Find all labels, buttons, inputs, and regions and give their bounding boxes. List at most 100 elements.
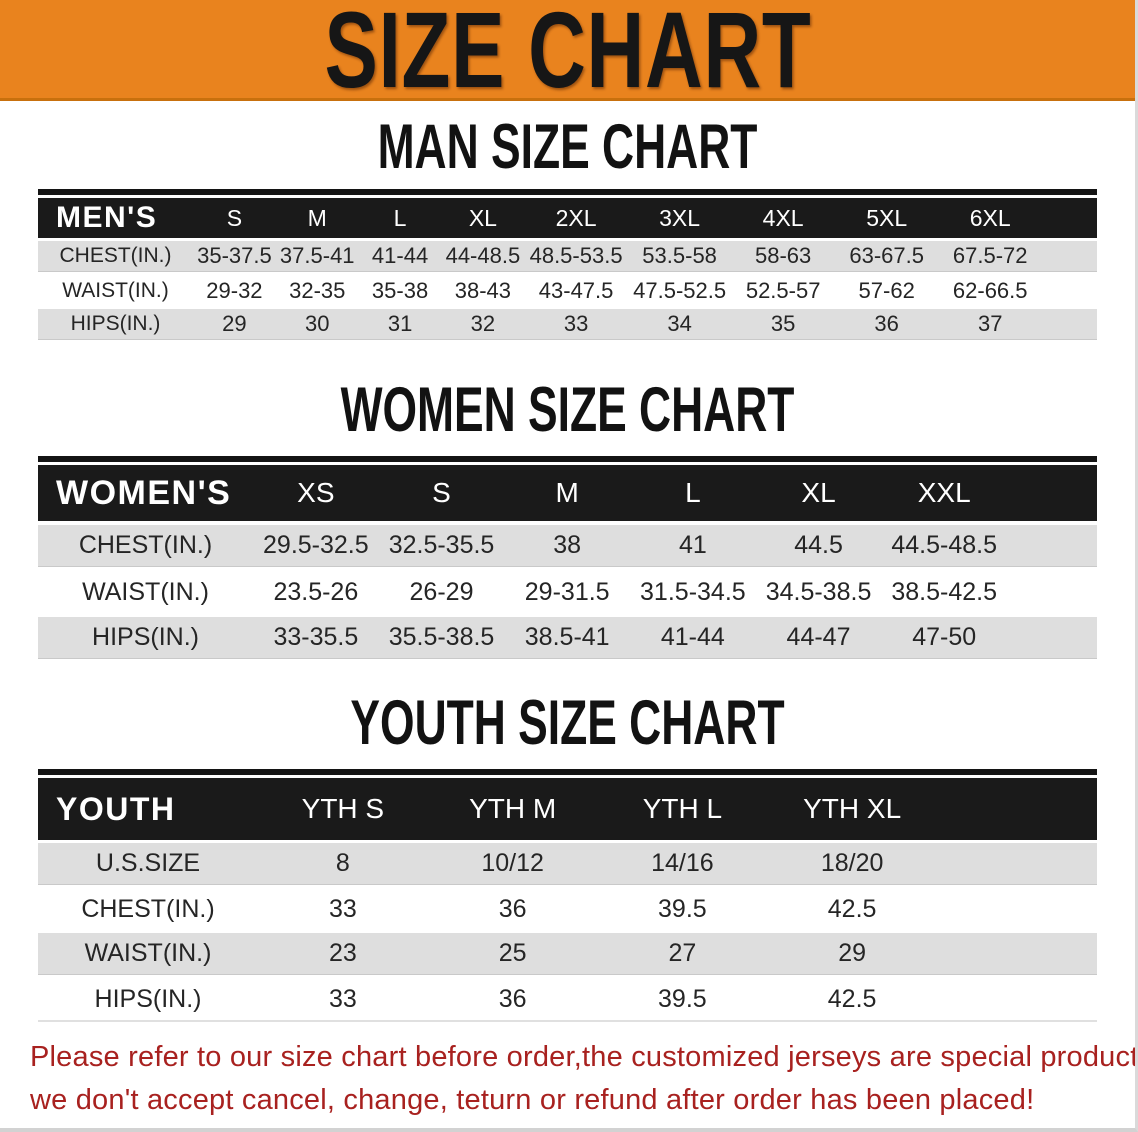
table-corner-label: WOMEN'S bbox=[56, 473, 232, 512]
table-cell: 63-67.5 bbox=[849, 243, 924, 268]
table-cell: 10/12 bbox=[481, 849, 544, 877]
table-row: HIPS(IN.) 29 30 31 32 33 34 35 36 37 bbox=[38, 309, 1097, 340]
table-cell: 52.5-57 bbox=[745, 277, 821, 303]
table-cell: 29.5-32.5 bbox=[263, 531, 369, 559]
table-row: WAIST(IN.) 29-32 32-35 35-38 38-43 43-47.5 47.… bbox=[38, 275, 1097, 306]
men-size-section: MAN SIZE CHART MEN'S S M L XL 2XL 3XL 4XL 5XL 6XL… bbox=[0, 111, 1135, 340]
table-cell: 62-66.5 bbox=[952, 277, 1028, 303]
column-header: S bbox=[226, 204, 243, 231]
women-size-table: WOMEN'S XS S M L XL XXL CHEST(IN.) 29.5-32.5 32.5… bbox=[38, 456, 1097, 659]
table-cell: 34.5-38.5 bbox=[765, 577, 872, 606]
row-label: HIPS(IN.) bbox=[70, 312, 161, 335]
row-label: WAIST(IN.) bbox=[62, 278, 169, 302]
disclaimer-line-1: Please refer to our size chart before or… bbox=[30, 1041, 1138, 1073]
column-header: XXL bbox=[917, 477, 971, 508]
table-cell: 44-47 bbox=[786, 623, 851, 651]
table-cell: 44.5 bbox=[794, 531, 843, 559]
table-cell: 14/16 bbox=[651, 849, 714, 877]
table-cell: 41-44 bbox=[371, 243, 429, 268]
table-cell: 47-50 bbox=[912, 623, 977, 651]
table-cell: 32.5-35.5 bbox=[388, 531, 495, 559]
banner: SIZE CHART bbox=[0, 0, 1135, 110]
table-row: HIPS(IN.) 33-35.5 35.5-38.5 38.5-41 41-44 44-… bbox=[38, 617, 1097, 659]
table-cell: 29 bbox=[222, 311, 247, 336]
column-header: 5XL bbox=[866, 204, 908, 231]
men-section-title: MAN SIZE CHART bbox=[377, 111, 758, 182]
column-header: YTH L bbox=[642, 793, 723, 824]
table-row: CHEST(IN.) 33 36 39.5 42.5 bbox=[38, 888, 1097, 930]
table-cell: 41 bbox=[678, 531, 707, 559]
women-section-title: WOMEN SIZE CHART bbox=[340, 374, 795, 445]
table-cell: 36 bbox=[874, 311, 899, 336]
table-cell: 33-35.5 bbox=[273, 623, 359, 651]
table-cell: 34 bbox=[667, 311, 692, 336]
column-header: S bbox=[432, 477, 451, 508]
table-cell: 38-43 bbox=[454, 277, 512, 303]
table-cell: 42.5 bbox=[827, 894, 877, 923]
table-cell: 48.5-53.5 bbox=[529, 243, 623, 268]
table-cell: 35.5-38.5 bbox=[388, 623, 495, 651]
table-header-row: MEN'S S M L XL 2XL 3XL 4XL 5XL 6XL bbox=[38, 198, 1097, 238]
table-cell: 27 bbox=[668, 939, 697, 967]
table-cell: 44.5-48.5 bbox=[891, 531, 998, 559]
youth-size-table: YOUTH YTH S YTH M YTH L YTH XL U.S.SIZE 8 10/12… bbox=[38, 769, 1097, 1022]
table-cell: 29 bbox=[838, 939, 867, 967]
table-row: CHEST(IN.) 35-37.5 37.5-41 41-44 44-48.5 48.5… bbox=[38, 241, 1097, 272]
column-header: M bbox=[307, 204, 327, 231]
table-cell: 23 bbox=[328, 939, 357, 967]
table-cell: 42.5 bbox=[827, 984, 877, 1013]
table-cell: 57-62 bbox=[858, 277, 915, 303]
table-row: WAIST(IN.) 23 25 27 29 bbox=[38, 933, 1097, 975]
row-label: WAIST(IN.) bbox=[82, 577, 209, 606]
page-title: SIZE CHART bbox=[324, 0, 811, 110]
women-size-section: WOMEN SIZE CHART WOMEN'S XS S M L XL XXL CHEST(… bbox=[0, 374, 1135, 659]
table-cell: 39.5 bbox=[658, 894, 707, 923]
column-header: YTH XL bbox=[803, 793, 902, 824]
column-header: L bbox=[685, 477, 701, 508]
table-cell: 37 bbox=[977, 311, 1003, 336]
row-label: HIPS(IN.) bbox=[94, 984, 202, 1013]
row-label: CHEST(IN.) bbox=[78, 531, 213, 559]
table-cell: 67.5-72 bbox=[952, 243, 1028, 268]
youth-section-title: YOUTH SIZE CHART bbox=[350, 687, 785, 758]
table-cell: 47.5-52.5 bbox=[633, 277, 727, 303]
column-header: XL bbox=[468, 204, 497, 231]
row-label: HIPS(IN.) bbox=[92, 623, 199, 651]
table-row: HIPS(IN.) 33 36 39.5 42.5 bbox=[38, 978, 1097, 1020]
table-row: CHEST(IN.) 29.5-32.5 32.5-35.5 38 41 44.5 44.5… bbox=[38, 525, 1097, 567]
youth-size-section: YOUTH SIZE CHART YOUTH YTH S YTH M YTH L YTH… bbox=[0, 687, 1135, 1022]
table-cell: 33 bbox=[328, 984, 357, 1013]
column-header: M bbox=[555, 477, 579, 508]
column-header: YTH S bbox=[301, 793, 385, 824]
column-header: XS bbox=[297, 477, 335, 508]
men-size-table: MEN'S S M L XL 2XL 3XL 4XL 5XL 6XL CHEST(IN.) 35-37… bbox=[38, 189, 1097, 340]
column-header: YTH M bbox=[469, 793, 557, 824]
table-cell: 44-48.5 bbox=[445, 243, 521, 268]
table-cell: 31.5-34.5 bbox=[640, 577, 746, 606]
row-label: WAIST(IN.) bbox=[84, 939, 212, 967]
table-row: WAIST(IN.) 23.5-26 26-29 29-31.5 31.5-34.5 34… bbox=[38, 571, 1097, 613]
table-cell: 35-37.5 bbox=[197, 243, 272, 268]
table-cell: 32-35 bbox=[289, 277, 346, 303]
table-cell: 29-31.5 bbox=[524, 577, 610, 606]
table-cell: 33 bbox=[563, 311, 589, 336]
table-cell: 33 bbox=[328, 894, 357, 923]
table-cell: 41-44 bbox=[660, 623, 725, 651]
table-cell: 30 bbox=[305, 311, 330, 336]
table-header-row: WOMEN'S XS S M L XL XXL bbox=[38, 465, 1097, 521]
row-label: CHEST(IN.) bbox=[59, 244, 172, 267]
table-cell: 39.5 bbox=[658, 984, 707, 1013]
table-cell: 23.5-26 bbox=[273, 577, 359, 606]
table-header-row: YOUTH YTH S YTH M YTH L YTH XL bbox=[38, 778, 1097, 840]
column-header: 6XL bbox=[969, 204, 1011, 231]
table-cell: 26-29 bbox=[409, 577, 474, 606]
table-row: U.S.SIZE 8 10/12 14/16 18/20 bbox=[38, 843, 1097, 885]
table-cell: 53.5-58 bbox=[642, 243, 717, 268]
table-cell: 36 bbox=[498, 984, 527, 1013]
table-cell: 18/20 bbox=[820, 849, 884, 877]
table-cell: 25 bbox=[498, 939, 527, 967]
table-cell: 36 bbox=[498, 894, 527, 923]
disclaimer-line-2: we don't accept cancel, change, teturn o… bbox=[30, 1084, 1035, 1116]
table-cell: 38.5-41 bbox=[524, 623, 610, 651]
